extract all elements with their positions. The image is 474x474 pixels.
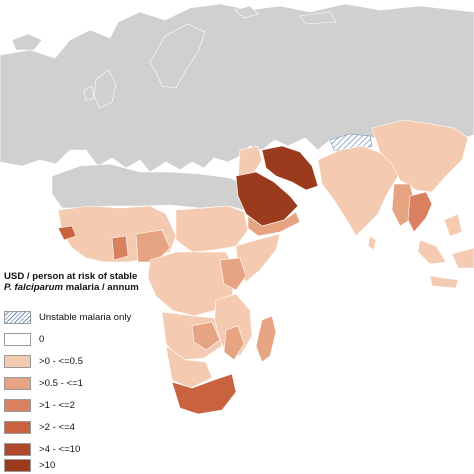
arctic-islands [234, 5, 337, 25]
legend-swatch-hatch [4, 311, 31, 324]
legend-label: >4 - <=10 [39, 444, 81, 455]
south-africa [171, 373, 237, 415]
legend-title-line1: USD / person at risk of stable [4, 271, 138, 282]
sudan-region [175, 205, 249, 253]
legend-label: >10 [39, 460, 56, 471]
malawi-mozambique [223, 325, 245, 361]
legend-label: Unstable malaria only [39, 312, 132, 323]
iceland [11, 33, 43, 51]
saudi-arabia [235, 171, 299, 227]
uganda-kenya [219, 257, 247, 291]
legend-swatch [4, 459, 31, 472]
yemen-oman [247, 211, 301, 237]
north-africa [51, 163, 257, 211]
legend-label: >0.5 - <=1 [39, 378, 84, 389]
legend-title-rest: malaria / annum [63, 282, 139, 293]
china [371, 119, 469, 193]
legend-label: 0 [39, 334, 45, 345]
thailand-region [407, 191, 433, 233]
legend-title: USD / person at risk of stable P. falcip… [4, 271, 204, 293]
ghana-togo [111, 235, 129, 261]
scandinavia [149, 23, 206, 89]
legend-swatch [4, 355, 31, 368]
se-asia-islands [417, 213, 474, 289]
legend-swatch [4, 399, 31, 412]
legend: USD / person at risk of stable P. falcip… [4, 271, 204, 472]
legend-label: >2 - <=4 [39, 422, 76, 433]
legend-title-line2: P. falciparum malaria / annum [4, 282, 204, 293]
namibia-botswana [165, 345, 213, 389]
legend-title-species: P. falciparum [4, 282, 64, 293]
legend-swatch [4, 443, 31, 456]
legend-swatch [4, 333, 31, 346]
legend-label: >0 - <=0.5 [39, 356, 84, 367]
legend-swatch [4, 421, 31, 434]
south-asia [317, 145, 399, 237]
madagascar [255, 315, 277, 363]
senegal-gambia [57, 225, 77, 241]
zambia-zimbabwe [191, 321, 221, 351]
sri-lanka [367, 235, 377, 251]
british-isles [83, 69, 117, 109]
legend-swatch [4, 377, 31, 390]
legend-label: >1 - <=2 [39, 400, 76, 411]
nigeria [135, 229, 171, 263]
iran [261, 145, 319, 191]
